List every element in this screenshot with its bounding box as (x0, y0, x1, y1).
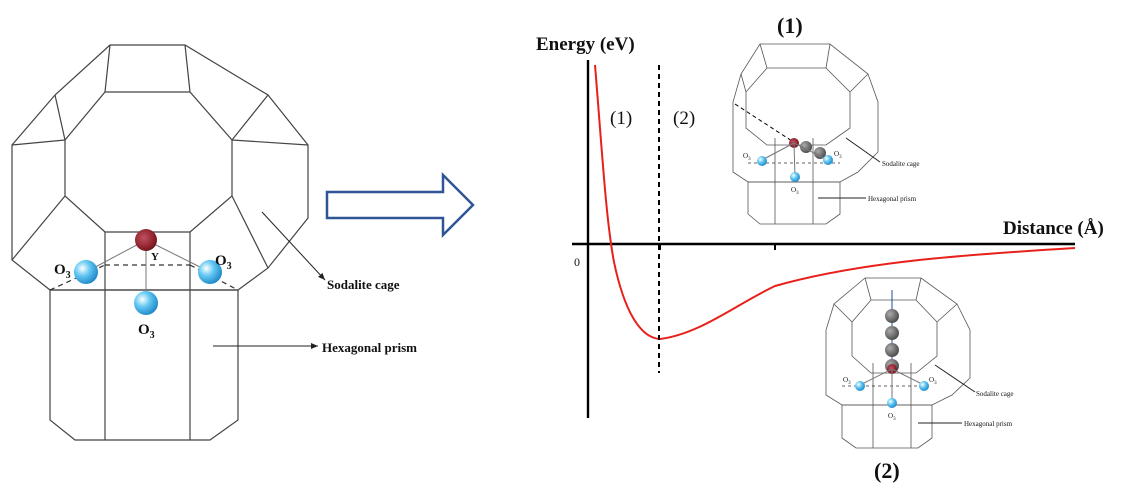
inset-1-title: (1) (777, 13, 803, 38)
inset-1-sodalite-label: Sodalite cage (882, 160, 920, 168)
yttrium-atom (135, 229, 157, 251)
inset-1-oxygen-label-bottom: O3 (791, 186, 799, 196)
oxygen-label-left: O3 (54, 262, 71, 281)
inset-2-adsorbate-atom (885, 343, 899, 357)
x-axis-label: Distance (Å) (1003, 218, 1104, 239)
inset-1-adsorbate-atom (814, 147, 826, 159)
inset-2-oxygen-left (855, 381, 865, 391)
oxygen-atom-left (74, 260, 98, 284)
hexagonal-prism-label: Hexagonal prism (322, 340, 417, 355)
oxygen-atom-right (198, 260, 222, 284)
sodalite-cage-outline (11, 44, 309, 291)
inset-1: (1) O3 O3 O3 Sodalite cage Hexagonal pri… (732, 13, 920, 225)
inset-1-oxygen-bottom (790, 172, 800, 182)
inset-2-oxygen-label-left: O3 (843, 376, 851, 386)
inset-2-sodalite-label: Sodalite cage (976, 390, 1014, 398)
inset-2-sodalite-pointer (934, 364, 976, 393)
inset-1-approach-path (734, 103, 793, 142)
inset-1-oxygen-label-left: O3 (743, 152, 751, 162)
inset-1-prism-label: Hexagonal prism (868, 195, 917, 203)
oxygen-label-bottom: O3 (138, 322, 155, 341)
oxygen-label-right: O3 (215, 253, 232, 272)
oxygen-atom-bottom (134, 291, 158, 315)
inset-2-title: (2) (874, 458, 900, 483)
inset-2-oxygen-label-bottom: O3 (888, 412, 896, 422)
yttrium-label: Y (151, 251, 159, 263)
inset-1-oxygen-label-right: O3 (834, 150, 842, 160)
inset-2-adsorbate-atom (885, 309, 899, 323)
sodalite-cage-label: Sodalite cage (327, 277, 400, 292)
energy-plot: Energy (eV) Distance (Å) 0 (1) (2) (536, 34, 1104, 418)
region-2-label: (2) (673, 108, 695, 129)
inset-2-adsorbate-atom (885, 326, 899, 340)
inset-2-oxygen-bottom (887, 398, 897, 408)
transition-arrow (325, 171, 475, 239)
inset-1-sodalite-pointer (845, 137, 881, 163)
potential-energy-curve (594, 64, 1076, 341)
inset-2: O3 O3 O3 Sodalite cage Hexagonal prism (… (825, 277, 1014, 483)
region-1-label: (1) (610, 108, 632, 129)
origin-label: 0 (574, 255, 580, 269)
inset-2-oxygen-label-right: O3 (929, 376, 937, 386)
hexagonal-prism-outline (49, 232, 239, 441)
inset-2-oxygen-right (919, 381, 929, 391)
inset-2-prism-label: Hexagonal prism (964, 420, 1013, 428)
y-axis-label: Energy (eV) (536, 34, 635, 55)
sodalite-pointer (261, 211, 326, 281)
inset-1-oxygen-left (757, 156, 767, 166)
inset-1-oxygen-right (823, 155, 833, 165)
left-cage-structure: Y O3 O3 O3 Sodalite cage Hexagonal prism (11, 44, 417, 441)
